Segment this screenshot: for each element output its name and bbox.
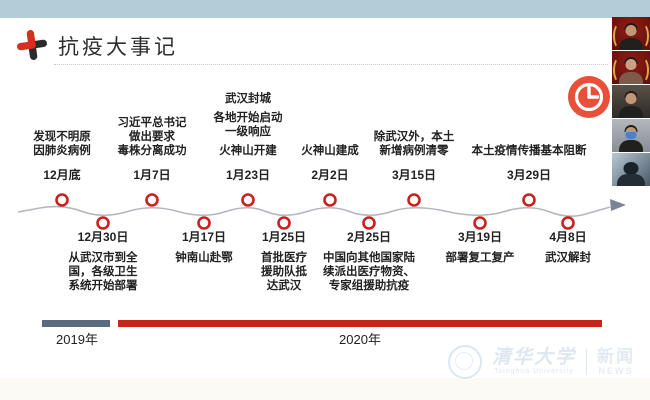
timeline-marker [96, 216, 110, 230]
face-mask-icon [625, 132, 637, 139]
event-date: 2月2日 [311, 168, 349, 182]
certificate-laurel-icon [636, 23, 649, 49]
event-date: 12月底 [43, 168, 81, 182]
window-top-strip [0, 0, 650, 18]
timeline-arrow-icon [610, 199, 626, 211]
watermark: 清华大学 Tsinghua University 新闻 NEWS [448, 345, 635, 379]
participant-video-5[interactable] [612, 153, 650, 186]
event-date: 1月7日 [133, 168, 171, 182]
timeline-event: 除武汉外，本土 新增病例清零 3月15日 [349, 130, 479, 183]
timeline-marker [561, 216, 575, 230]
event-text: 部署复工复产 [445, 252, 515, 264]
participant-video-3[interactable] [612, 85, 650, 118]
timeline-path [17, 205, 611, 217]
year-bar-2020 [118, 320, 602, 327]
participant-video-4[interactable] [612, 119, 650, 152]
timeline-marker [323, 193, 337, 207]
event-text: 习近平总书记 做出要求 毒株分离成功 [117, 117, 187, 157]
year-label-2019: 2019年 [56, 332, 98, 347]
timeline-event: 本土疫情传播基本阻断 3月29日 [454, 144, 604, 183]
event-date: 1月25日 [261, 230, 307, 244]
timeline-marker [473, 216, 487, 230]
event-text: 武汉解封 [545, 252, 591, 264]
certificate-laurel-icon [636, 57, 649, 83]
title-divider [54, 64, 608, 65]
event-text: 武汉封城 各地开始启动 一级响应 火神山开建 [213, 93, 283, 157]
timeline [17, 193, 626, 230]
event-date: 12月30日 [77, 230, 129, 244]
participant-video-2[interactable] [612, 51, 650, 84]
event-text: 本土疫情传播基本阻断 [471, 145, 587, 157]
event-date: 4月8日 [549, 230, 587, 244]
timeline-event: 12月30日 从武汉市到全 国，各级卫生 系统开始部署 [38, 228, 168, 293]
timeline-event: 2月25日 中国向其他国家陆 续派出医疗物资、 专家组援助抗疫 [304, 228, 434, 293]
timeline-marker [241, 193, 255, 207]
event-date: 1月17日 [181, 230, 227, 244]
news-brand-zh: 新闻 [597, 347, 636, 366]
event-date: 3月29日 [506, 168, 552, 182]
timeline-event: 火神山建成 2月2日 [265, 144, 395, 183]
news-brand-en: NEWS [598, 366, 634, 376]
medical-cross-icon [16, 29, 48, 61]
year-label-2020: 2020年 [339, 332, 381, 347]
slide-bottom-band [0, 378, 650, 400]
timeline-event: 习近平总书记 做出要求 毒株分离成功 1月7日 [87, 116, 217, 183]
university-name-en: Tsinghua University [494, 368, 574, 375]
event-text: 发现不明原 因肺炎病例 [33, 131, 91, 157]
timeline-event: 1月25日 首批医疗 援助队抵 达武汉 [219, 228, 349, 293]
timeline-marker [362, 216, 376, 230]
event-date: 2月25日 [346, 230, 392, 244]
event-date: 3月15日 [391, 168, 437, 182]
timeline-marker [522, 193, 536, 207]
timeline-event: 4月8日 武汉解封 [503, 228, 633, 265]
event-date: 1月23日 [225, 168, 271, 182]
avatar [623, 162, 639, 175]
watermark-divider [586, 349, 588, 375]
event-text: 火神山建成 [301, 145, 359, 157]
event-text: 中国向其他国家陆 续派出医疗物资、 专家组援助抗疫 [323, 252, 415, 292]
tsinghua-seal-icon [448, 345, 482, 379]
timeline-event: 武汉封城 各地开始启动 一级响应 火神山开建 1月23日 [183, 92, 313, 183]
timeline-marker [55, 193, 69, 207]
event-text: 除武汉外，本土 新增病例清零 [373, 131, 455, 157]
page-title: 抗疫大事记 [58, 36, 178, 59]
participant-video-1[interactable] [612, 17, 650, 50]
certificate-laurel-icon [613, 23, 626, 49]
university-name-zh: 清华大学 [492, 347, 577, 368]
clock-icon [568, 76, 610, 118]
timeline-marker [197, 216, 211, 230]
timeline-marker [277, 216, 291, 230]
timeline-event: 1月17日 钟南山赴鄂 [139, 228, 269, 265]
event-text: 钟南山赴鄂 [175, 252, 233, 264]
event-date: 3月19日 [457, 230, 503, 244]
certificate-laurel-icon [613, 57, 626, 83]
event-text: 从武汉市到全 国，各级卫生 系统开始部署 [68, 252, 138, 292]
timeline-marker [145, 193, 159, 207]
timeline-marker [407, 193, 421, 207]
event-text: 首批医疗 援助队抵 达武汉 [261, 252, 307, 292]
timeline-event: 3月19日 部署复工复产 [415, 228, 545, 265]
year-bar-2019 [42, 320, 110, 327]
video-participants-panel [612, 17, 650, 187]
timeline-event: 发现不明原 因肺炎病例 12月底 [0, 130, 127, 183]
